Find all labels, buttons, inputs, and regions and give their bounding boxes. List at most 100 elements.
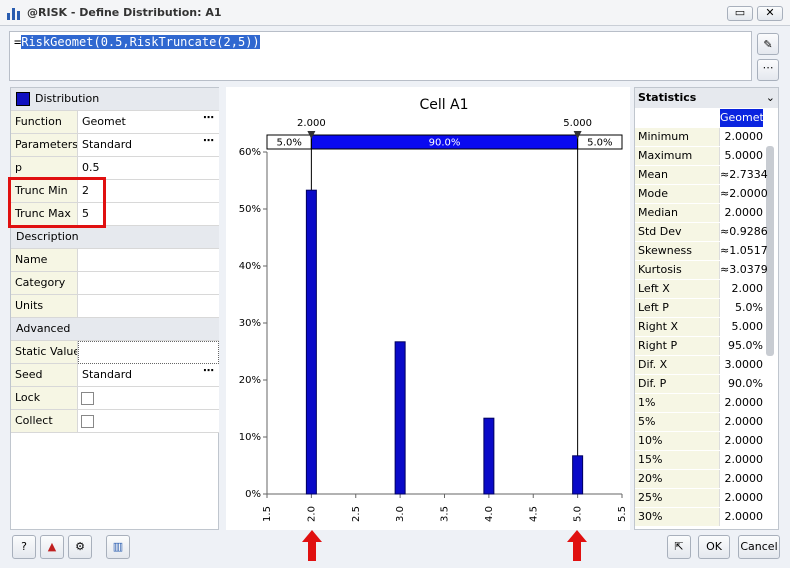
property-value (78, 249, 219, 272)
arrow-right (567, 530, 587, 561)
chart: Cell A1 0% 10% 20% 30% 40% 50% 60% 1.5 2.0 2.5 3.0… (226, 87, 630, 530)
menu-button[interactable]: ⋯ (203, 111, 215, 124)
y-tick-label: 50% (239, 204, 261, 215)
statistics-value: 2.0000 (724, 491, 764, 504)
x-tick-label: 4.5 (528, 506, 539, 522)
menu-button[interactable]: ⋯ (203, 364, 215, 377)
y-tick-label: 60% (239, 147, 261, 158)
statistics-label: Median (635, 204, 720, 222)
help-button[interactable]: ? (12, 535, 36, 559)
statistics-label: Right X (635, 318, 720, 336)
statistics-label: 25% (635, 489, 720, 507)
statistics-value: 2.0000 (724, 453, 764, 466)
statistics-value: 2.0000 (724, 396, 764, 409)
statistics-value: ≈2.0000 (720, 187, 768, 200)
region-label: 90.0% (429, 138, 461, 149)
header-text: Distribution (35, 92, 100, 105)
formula-box[interactable]: =RiskGeomet(0.5,RiskTruncate(2,5)) (9, 31, 752, 81)
y-tick-label: 0% (245, 489, 261, 500)
statistics-label: Left P (635, 299, 720, 317)
statistics-label: 20% (635, 470, 720, 488)
statistics-title-text: Statistics (638, 91, 697, 104)
checkbox[interactable] (81, 415, 94, 428)
statistics-label: Mean (635, 166, 720, 184)
statistics-value: 2.000 (731, 282, 764, 295)
statistics-value: 2.0000 (724, 130, 764, 143)
statistics-row: 5% 2.0000 (635, 413, 763, 432)
statistics-value: 5.0% (735, 301, 763, 314)
delimiter-label: 2.000 (297, 118, 326, 129)
statistics-label: Minimum (635, 128, 720, 146)
title-bar: @RISK - Define Distribution: A1 ▭ ✕ (0, 0, 790, 26)
close-button[interactable]: ✕ (757, 6, 783, 21)
highlight-box (8, 177, 106, 228)
statistics-value: ≈1.0517 (720, 244, 768, 257)
statistics-label: Left X (635, 280, 720, 298)
statistics-row: Median 2.0000 (635, 204, 763, 223)
scrollbar[interactable] (766, 146, 774, 356)
statistics-label: Skewness (635, 242, 720, 260)
property-value (78, 387, 219, 410)
properties-header: Distribution (11, 88, 219, 111)
fit-button[interactable]: ▲ (40, 535, 64, 559)
statistics-row: Right P 95.0% (635, 337, 763, 356)
statistics-row: Left X 2.000 (635, 280, 763, 299)
statistics-label: Std Dev (635, 223, 720, 241)
statistics-value: ≈2.7334 (720, 168, 768, 181)
chart-title: Cell A1 (419, 97, 468, 113)
property-label: Name (11, 249, 78, 272)
delimiter-handle (573, 131, 582, 139)
x-tick-label: 1.5 (262, 506, 273, 522)
property-label: Trunc Max (11, 203, 78, 226)
property-label: Static Value (11, 341, 78, 364)
menu-button[interactable]: ⋯ (203, 134, 215, 147)
statistics-row: Dif. X 3.0000 (635, 356, 763, 375)
statistics-value: ≈0.9286 (720, 225, 768, 238)
settings-button[interactable]: ⚙ (68, 535, 92, 559)
property-value (78, 295, 219, 318)
x-tick-label: 3.0 (395, 506, 406, 522)
statistics-row: Std Dev ≈0.9286 (635, 223, 768, 242)
statistics-row: 25% 2.0000 (635, 489, 763, 508)
y-tick-label: 10% (239, 432, 261, 443)
statistics-value: 2.0000 (724, 510, 764, 523)
property-value (78, 410, 219, 433)
formula-text: RiskGeomet(0.5,RiskTruncate(2,5)) (21, 35, 260, 49)
statistics-value: 2.0000 (724, 206, 764, 219)
cancel-button[interactable]: Cancel (738, 535, 780, 559)
statistics-label: Dif. P (635, 375, 720, 393)
checkbox[interactable] (81, 392, 94, 405)
statistics-row: Kurtosis ≈3.0379 (635, 261, 768, 280)
statistics-row: Left P 5.0% (635, 299, 763, 318)
edit-button[interactable]: ✎ (757, 33, 779, 55)
statistics-row: 1% 2.0000 (635, 394, 763, 413)
minimize-button[interactable]: ▭ (727, 6, 753, 21)
region-label: 5.0% (276, 138, 301, 149)
property-label: Collect (11, 410, 78, 433)
bar (572, 455, 584, 495)
statistics-panel: Statistics ⌄ Geomet Minimum 2.0000 Maximum 5… (634, 87, 779, 530)
statistics-value: 95.0% (728, 339, 763, 352)
statistics-row: 15% 2.0000 (635, 451, 763, 470)
statistics-value: 5.0000 (724, 149, 764, 162)
statistics-value: 5.000 (731, 320, 764, 333)
section-header: Description (11, 226, 219, 249)
region-label: 5.0% (587, 138, 612, 149)
export-button[interactable]: ⇱ (667, 535, 691, 559)
property-value (78, 272, 219, 295)
delimiter-label: 5.000 (563, 118, 592, 129)
statistics-label: Maximum (635, 147, 720, 165)
property-value: 5 (78, 203, 219, 226)
statistics-row: Mean ≈2.7334 (635, 166, 768, 185)
section-header: Advanced (11, 318, 219, 341)
x-tick-label: 3.5 (440, 506, 451, 522)
property-label: Units (11, 295, 78, 318)
graph-button[interactable]: ▥ (106, 535, 130, 559)
statistics-label: 10% (635, 432, 720, 450)
x-tick-label: 2.0 (306, 506, 317, 522)
x-tick-label: 5.5 (617, 506, 628, 522)
y-tick-label: 20% (239, 375, 261, 386)
ok-button[interactable]: OK (698, 535, 730, 559)
more-button[interactable]: ⋯ (757, 59, 779, 81)
statistics-row: 20% 2.0000 (635, 470, 763, 489)
